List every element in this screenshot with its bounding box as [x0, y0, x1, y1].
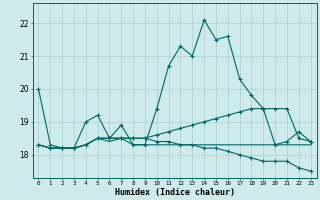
- X-axis label: Humidex (Indice chaleur): Humidex (Indice chaleur): [115, 188, 235, 197]
